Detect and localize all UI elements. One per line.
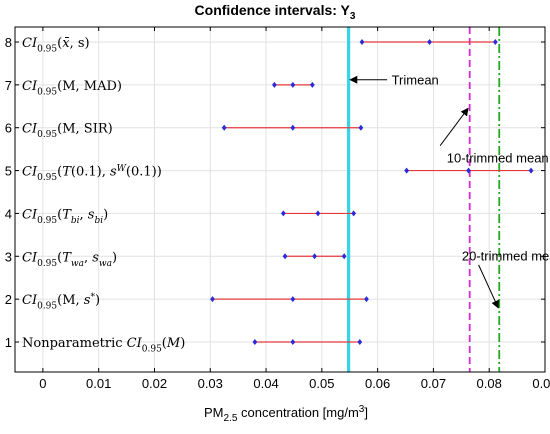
interval-upper-marker	[309, 81, 315, 88]
interval-upper-marker	[528, 167, 534, 174]
interval-label-6: CI0.95(M, SIR)	[22, 122, 113, 141]
interval-center-marker	[290, 124, 296, 131]
annotation-arrow	[478, 264, 499, 309]
x-tick-label: 0.02	[142, 376, 167, 391]
interval-lower-marker	[252, 339, 258, 345]
annotation-text: 20-trimmed mean	[462, 248, 550, 263]
x-axis-ticks: 0 0.01 0.02 0.03 0.04 0.05 0.06 0.07 0.08 0.09	[39, 27, 550, 391]
interval-upper-marker	[357, 339, 363, 345]
interval-center-marker	[290, 81, 296, 88]
interval-label-7: CI0.95(M, MAD)	[22, 79, 122, 98]
x-tick-label: 0.03	[198, 376, 223, 391]
interval-upper-marker	[358, 124, 364, 131]
x-tick-label: 0.09	[532, 376, 550, 391]
interval-upper-marker	[351, 210, 357, 217]
interval-center-marker	[427, 39, 432, 45]
annotation-text: 10-trimmed mean	[447, 151, 549, 166]
interval-center-marker	[290, 296, 296, 303]
y-tick-label: 3	[5, 249, 12, 264]
y-tick-label: 4	[5, 206, 12, 221]
interval-lower-marker	[282, 253, 288, 260]
interval-lower-marker	[272, 81, 277, 88]
interval-upper-marker	[492, 39, 498, 45]
interval-center-marker	[312, 253, 317, 260]
chart-title: Confidence intervals: Y3	[195, 2, 356, 22]
x-tick-label: 0.08	[477, 376, 502, 391]
x-tick-label: 0.07	[421, 376, 446, 391]
interval-lower-marker	[359, 39, 365, 45]
interval-upper-marker	[364, 296, 369, 303]
annotation-text: Trimean	[392, 73, 439, 88]
interval-center-marker	[315, 210, 321, 217]
y-tick-label: 2	[5, 292, 12, 307]
interval-label-3: CI0.95(Twa, swa)	[22, 250, 117, 269]
interval-labels: CI0.95(x̄, s) CI0.95(M, MAD) CI0.95(M, SIR…	[22, 36, 185, 355]
axes-frame	[14, 26, 546, 373]
interval-upper-marker	[341, 253, 347, 260]
interval-lower-marker	[210, 296, 215, 303]
interval-label-4: CI0.95(Tbi, sbi)	[22, 207, 108, 226]
annotation-arrow	[439, 107, 469, 147]
reference-lines	[347, 27, 501, 372]
interval-label-5: CI0.95(T(0.1), sW(0.1))	[22, 164, 162, 183]
y-tick-label: 6	[5, 121, 12, 136]
interval-center-marker	[290, 339, 296, 345]
y-tick-label: 5	[5, 164, 12, 179]
interval-lower-marker	[280, 210, 286, 217]
interval-label-2: CI0.95(M, s*)	[22, 293, 100, 312]
x-axis-label: PM2.5 concentration [mg/m3]	[204, 404, 368, 424]
interval-label-1: Nonparametric CI0.95(M)	[22, 336, 185, 355]
interval-label-8: CI0.95(x̄, s)	[22, 36, 90, 55]
interval-center-marker	[466, 167, 471, 174]
x-tick-label: 0.05	[309, 376, 334, 391]
y-axis-ticks: 8 7 6 5 4 3 2 1	[5, 35, 545, 350]
annotations: Trimean 10-trimmed mean 20-trimmed mean	[349, 73, 550, 309]
y-tick-label: 1	[5, 335, 12, 350]
x-tick-label: 0	[39, 376, 46, 391]
interval-lower-marker	[404, 167, 410, 174]
interval-series	[210, 39, 534, 345]
y-tick-label: 8	[5, 35, 12, 50]
x-tick-label: 0.06	[365, 376, 390, 391]
x-tick-label: 0.04	[253, 376, 278, 391]
y-tick-label: 7	[5, 78, 12, 93]
x-tick-label: 0.01	[86, 376, 111, 391]
interval-lower-marker	[221, 124, 227, 131]
